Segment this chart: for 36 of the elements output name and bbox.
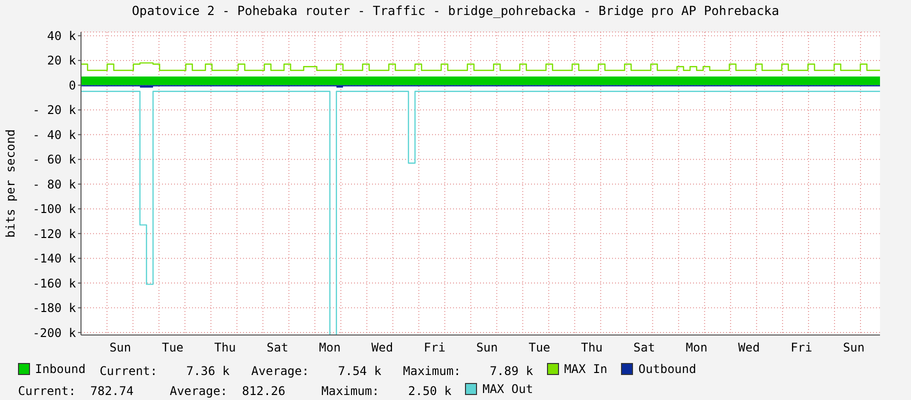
y-tick-label: 0 — [68, 78, 76, 92]
text: Current: 7.36 k Average: 7.54 k Maximum: 7.89 k — [100, 364, 534, 378]
x-tick-label: Mon — [686, 340, 708, 355]
y-tick-label: -160 k — [32, 276, 77, 290]
legend-label: Inbound — [34, 361, 86, 378]
x-tick-label: Sun — [476, 340, 498, 355]
y-tick-label: - 60 k — [32, 152, 77, 167]
y-tick-label: -180 k — [32, 301, 77, 316]
legend-label: Outbound — [637, 361, 696, 378]
y-tick-label: 20 k — [47, 54, 77, 68]
y-axis-title: bits per second — [3, 129, 18, 238]
x-tick-label: Sat — [266, 340, 288, 355]
x-tick-label: Sun — [109, 340, 132, 355]
x-tick-label: Thu — [580, 340, 603, 355]
y-tick-label: 40 k — [47, 28, 77, 43]
text: Current: 782.74 Average: 812.26 Maximum: 2.50 k — [18, 384, 452, 398]
x-tick-label: Sat — [633, 340, 656, 355]
y-tick-label: - 40 k — [32, 128, 77, 142]
x-tick-label: Fri — [424, 340, 446, 355]
x-tick-label: Wed — [738, 340, 760, 355]
y-tick-label: -200 k — [32, 326, 77, 340]
x-tick-label: Fri — [790, 340, 812, 355]
x-tick-label: Sun — [842, 340, 865, 355]
y-tick-label: -100 k — [32, 202, 77, 216]
y-tick-label: - 80 k — [32, 177, 77, 192]
legend-label: MAX Out — [481, 381, 534, 398]
y-tick-label: - 20 k — [32, 103, 77, 118]
chart-title: Opatovice 2 - Pohebaka router - Traffic - bridge_pohrebacka - Bridge pro AP Pohrebacka — [130, 3, 780, 18]
x-tick-label: Wed — [371, 340, 394, 355]
x-tick-label: Thu — [214, 340, 236, 355]
x-tick-label: Tue — [162, 340, 184, 355]
legend-label: MAX In — [563, 361, 608, 378]
y-tick-label: -140 k — [32, 252, 77, 266]
y-tick-label: -120 k — [32, 226, 77, 241]
x-tick-label: Tue — [528, 340, 550, 355]
x-tick-label: Mon — [319, 340, 341, 355]
